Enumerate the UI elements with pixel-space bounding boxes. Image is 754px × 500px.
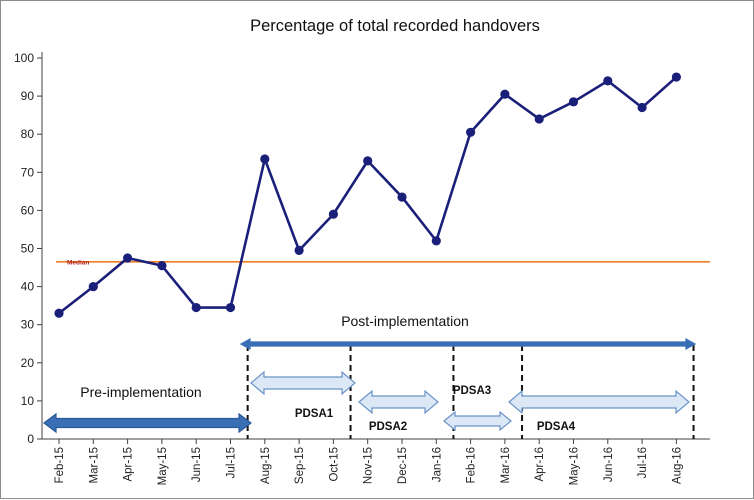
pdsa2-arrow bbox=[358, 389, 439, 415]
data-point bbox=[363, 156, 373, 166]
x-tick-label: Mar-15 bbox=[88, 447, 100, 483]
y-tick-label: 80 bbox=[21, 127, 35, 141]
pdsa3-label: PDSA3 bbox=[453, 385, 491, 397]
post-implementation-arrow bbox=[239, 337, 697, 351]
x-tick-label: Feb-15 bbox=[54, 447, 66, 483]
data-point bbox=[294, 245, 304, 256]
x-tick-label: Apr-15 bbox=[123, 447, 135, 482]
x-tick-label: Dec-15 bbox=[397, 447, 409, 484]
data-point bbox=[54, 308, 64, 318]
x-tick-label: May-15 bbox=[157, 447, 169, 485]
post-implementation-label: Post-implementation bbox=[341, 313, 469, 329]
y-tick-label: 100 bbox=[14, 51, 34, 65]
pdsa2-label: PDSA2 bbox=[369, 421, 407, 433]
x-tick-label: Jun-15 bbox=[191, 447, 203, 482]
pdsa4-arrow bbox=[508, 389, 690, 415]
y-tick-label: 30 bbox=[21, 318, 35, 332]
data-point bbox=[328, 209, 338, 219]
data-point bbox=[225, 302, 236, 313]
y-tick-label: 0 bbox=[27, 432, 34, 446]
x-tick-label: Nov-15 bbox=[363, 447, 375, 484]
pdsa1-label: PDSA1 bbox=[295, 408, 334, 420]
x-axis-ticks: Feb-15 Mar-15 Apr-15 May-15 Jun-15 Jul-15 Aug-… bbox=[54, 439, 683, 485]
data-point bbox=[123, 253, 133, 263]
y-axis-ticks: 0 10 20 30 40 50 60 70 80 90 100 bbox=[14, 51, 42, 446]
y-tick-label: 50 bbox=[21, 242, 35, 256]
pre-implementation-arrow bbox=[43, 412, 252, 434]
chart-title: Percentage of total recorded handovers bbox=[250, 17, 540, 35]
x-tick-label: Aug-16 bbox=[671, 447, 683, 484]
data-point bbox=[671, 72, 682, 82]
pdsa3-arrow bbox=[443, 410, 512, 432]
data-point bbox=[534, 114, 544, 124]
y-tick-label: 70 bbox=[21, 165, 35, 179]
data-point bbox=[157, 261, 167, 271]
annotation-group: Post-implementation Pre-implementation PDS… bbox=[43, 313, 697, 439]
pdsa1-arrow bbox=[250, 370, 356, 396]
y-tick-label: 60 bbox=[21, 203, 35, 217]
data-point bbox=[431, 236, 441, 246]
data-point bbox=[500, 89, 510, 99]
data-point bbox=[603, 76, 613, 86]
y-tick-label: 20 bbox=[21, 356, 35, 370]
series-group bbox=[54, 72, 682, 318]
x-tick-label: May-16 bbox=[569, 447, 581, 485]
median-line-group: Median bbox=[56, 259, 710, 266]
pre-implementation-label: Pre-implementation bbox=[80, 384, 201, 400]
y-tick-label: 40 bbox=[21, 280, 35, 294]
data-point bbox=[568, 97, 579, 107]
data-point bbox=[466, 127, 476, 137]
x-tick-label: Apr-16 bbox=[534, 447, 546, 482]
x-tick-label: Mar-16 bbox=[500, 447, 512, 483]
x-tick-label: Jul-15 bbox=[226, 447, 238, 478]
y-tick-label: 90 bbox=[21, 89, 35, 103]
data-point bbox=[191, 302, 201, 313]
x-tick-label: Sep-15 bbox=[294, 447, 306, 484]
median-label: Median bbox=[67, 259, 89, 266]
chart-axes bbox=[41, 52, 710, 440]
x-tick-label: Jun-16 bbox=[603, 447, 615, 482]
pdsa4-label: PDSA4 bbox=[537, 421, 576, 433]
y-tick-label: 10 bbox=[21, 394, 35, 408]
data-point bbox=[88, 282, 98, 292]
data-point bbox=[637, 102, 647, 113]
x-tick-label: Jan-16 bbox=[431, 447, 443, 482]
x-tick-label: Feb-16 bbox=[466, 447, 478, 483]
x-tick-label: Oct-15 bbox=[328, 447, 340, 482]
series-line bbox=[58, 76, 678, 315]
x-tick-label: Aug-15 bbox=[260, 447, 272, 484]
x-tick-label: Jul-16 bbox=[637, 447, 649, 478]
data-point bbox=[260, 154, 270, 164]
data-point bbox=[397, 192, 407, 202]
